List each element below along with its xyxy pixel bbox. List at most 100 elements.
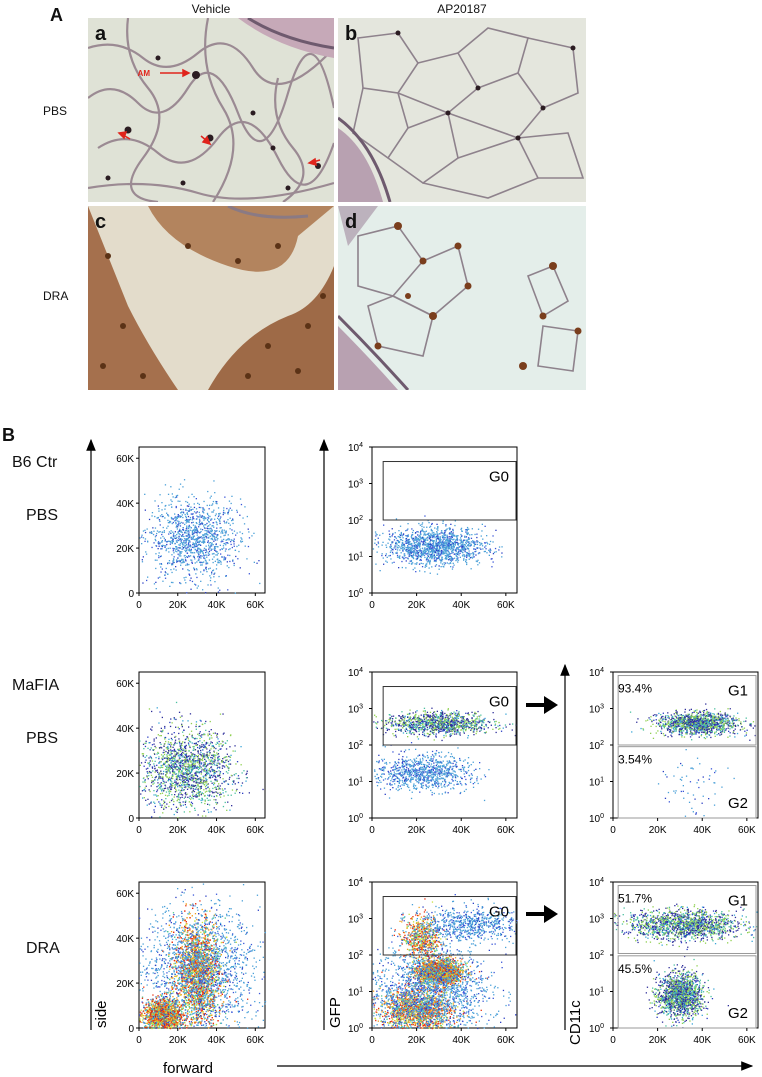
y-tick-label: 60K	[116, 679, 134, 690]
subpanel-letter-c: c	[95, 211, 106, 234]
forward-axis-title: forward	[163, 1060, 213, 1077]
x-tick-label: 60K	[497, 1035, 515, 1046]
row-label-b6-ctr: B6 Ctr	[12, 454, 57, 472]
x-tick-label: 60K	[246, 600, 264, 611]
x-tick-label: 60K	[246, 825, 264, 836]
x-tick-label: 0	[369, 1035, 375, 1046]
gate-label-g2: G2	[728, 1005, 748, 1022]
y-tick-label: 103	[589, 704, 604, 716]
y-tick-label: 102	[348, 515, 363, 527]
y-tick-label: 103	[348, 479, 363, 491]
y-tick-label: 102	[348, 950, 363, 962]
gate-label-g2: G2	[728, 795, 748, 812]
gate-arrow-dra	[526, 905, 558, 923]
x-tick-label: 60K	[738, 1035, 756, 1046]
x-tick-label: 20K	[169, 600, 187, 611]
y-tick-label: 100	[348, 1023, 363, 1035]
y-tick-label: 0	[128, 1024, 134, 1035]
x-tick-label: 40K	[208, 1035, 226, 1046]
scatter-points	[372, 894, 518, 1030]
panel-b-letter: B	[2, 425, 15, 446]
y-tick-label: 0	[128, 589, 134, 600]
flow-plot-1: G0 0 20K 40K 60K 100 101 102 103 104	[348, 442, 518, 611]
subpanel-letter-b: b	[345, 23, 357, 46]
flow-plot-3: G0 0 20K 40K 60K 100 101 102 103 104	[348, 667, 518, 836]
row-label-b6-ctr-pbs: PBS	[26, 507, 58, 525]
x-tick-label: 0	[136, 600, 142, 611]
x-tick-label: 40K	[208, 600, 226, 611]
x-tick-label: 40K	[208, 825, 226, 836]
y-tick-label: 100	[348, 588, 363, 600]
gate-label-g0: G0	[489, 904, 509, 921]
x-tick-label: 40K	[452, 1035, 470, 1046]
y-tick-label: 40K	[116, 934, 134, 945]
am-annotation: AM	[138, 69, 151, 78]
x-tick-label: 0	[369, 600, 375, 611]
cd11c-axis-title: CD11c	[567, 1000, 584, 1045]
micrograph-b: b	[338, 18, 586, 202]
y-tick-label: 102	[589, 950, 604, 962]
gate-percent-g1: 93.4%	[618, 682, 652, 696]
x-tick-label: 60K	[246, 1035, 264, 1046]
flow-plot-5: 0 20K 40K 60K 0 20K 40K 60K	[116, 881, 267, 1046]
x-tick-label: 20K	[408, 825, 426, 836]
x-tick-label: 0	[136, 825, 142, 836]
scatter-points	[139, 701, 264, 819]
gate-g1	[617, 885, 757, 954]
y-tick-label: 104	[589, 877, 604, 889]
row-label-pbs: PBS	[43, 104, 67, 118]
micrograph-d: d	[338, 206, 586, 390]
flow-plot-4: G1 93.4% G2 3.54% 0 20K 40K 60K 100 101 102 103 104	[589, 667, 759, 836]
side-axis-title: side	[93, 1000, 110, 1028]
x-tick-label: 40K	[452, 825, 470, 836]
gate-g2	[617, 955, 757, 1029]
row-label-mafia-pbs: PBS	[26, 730, 58, 748]
y-tick-label: 100	[348, 813, 363, 825]
gate-arrow-mafia	[526, 696, 558, 714]
y-tick-label: 104	[348, 667, 363, 679]
x-tick-label: 0	[136, 1035, 142, 1046]
gate-g0	[382, 686, 517, 746]
gfp-axis-title: GFP	[327, 997, 344, 1028]
subpanel-letter-d: d	[345, 211, 357, 234]
scatter-points	[614, 903, 758, 1029]
y-tick-label: 101	[589, 987, 604, 999]
y-tick-label: 100	[589, 813, 604, 825]
x-tick-label: 20K	[169, 1035, 187, 1046]
y-tick-label: 0	[128, 814, 134, 825]
y-tick-label: 60K	[116, 454, 134, 465]
panel-a-letter: A	[50, 5, 63, 26]
x-tick-label: 40K	[452, 600, 470, 611]
plot-frame	[138, 446, 266, 594]
gate-g1	[617, 675, 757, 746]
gate-label-g1: G1	[728, 683, 748, 700]
y-tick-label: 103	[589, 914, 604, 926]
y-tick-label: 20K	[116, 979, 134, 990]
gate-label-g0: G0	[489, 469, 509, 486]
gate-label-g1: G1	[728, 893, 748, 910]
y-tick-label: 103	[348, 914, 363, 926]
x-tick-label: 0	[610, 1035, 616, 1046]
y-tick-label: 40K	[116, 499, 134, 510]
x-tick-label: 60K	[497, 600, 515, 611]
gate-percent-g2: 45.5%	[618, 962, 652, 976]
subpanel-letter-a: a	[95, 23, 106, 46]
x-tick-label: 60K	[738, 825, 756, 836]
x-tick-label: 0	[369, 825, 375, 836]
y-tick-label: 104	[348, 877, 363, 889]
scatter-points	[372, 515, 503, 575]
y-tick-label: 102	[589, 740, 604, 752]
scatter-points	[373, 707, 517, 802]
gate-g2	[617, 746, 757, 819]
x-tick-label: 0	[610, 825, 616, 836]
y-tick-label: 100	[589, 1023, 604, 1035]
y-tick-label: 101	[348, 987, 363, 999]
gate-label-g0: G0	[489, 694, 509, 711]
y-tick-label: 20K	[116, 544, 134, 555]
x-tick-label: 40K	[693, 825, 711, 836]
y-tick-label: 104	[348, 442, 363, 454]
x-tick-label: 20K	[169, 825, 187, 836]
scatter-points	[139, 883, 267, 1030]
y-tick-label: 101	[348, 552, 363, 564]
